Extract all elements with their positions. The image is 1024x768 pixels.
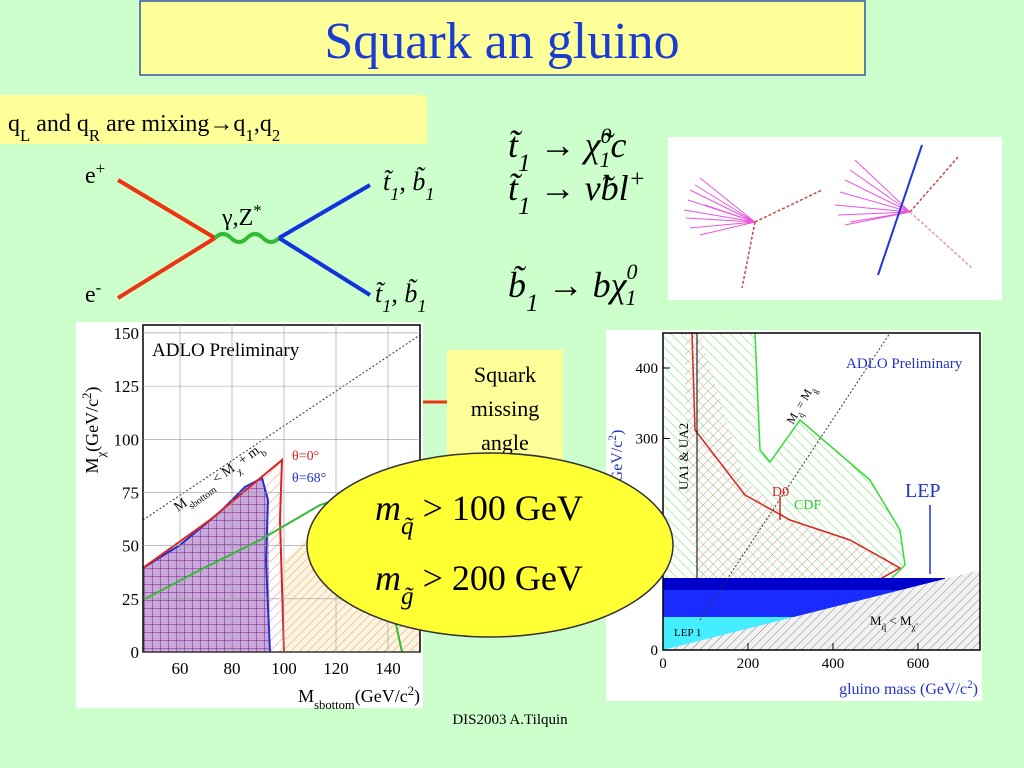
text-part: q	[8, 111, 20, 137]
x-tick-label: 80	[224, 659, 241, 678]
title: Squark an gluino	[324, 13, 679, 70]
mixing-text: qL and qR are mixing→q1,q2	[8, 111, 280, 145]
x-tick-label: 120	[323, 659, 349, 678]
y-tick-label: 0	[131, 643, 140, 662]
callout-text: missing	[471, 396, 539, 421]
x-tick-label: 0	[659, 656, 667, 672]
x-tick-label: 100	[271, 659, 297, 678]
x-tick-label: 140	[375, 659, 401, 678]
y-tick-label: 400	[636, 361, 659, 377]
y-tick-label: 25	[122, 590, 139, 609]
x-axis-label: Msbottom(GeV/c2)	[298, 684, 420, 712]
text-part: 2	[272, 126, 280, 145]
text-part: 1	[245, 126, 253, 145]
region-label: UA1 & UA2	[676, 423, 691, 490]
region-label: Mq̃ < Mχ̃	[870, 613, 919, 632]
feynman-diagram: e+ e- γ,Z* t̃1, b̃1 t̃1, b̃1	[85, 159, 434, 317]
title-box	[139, 0, 866, 76]
region-label: LEP 1	[674, 627, 701, 639]
x-tick-label: 60	[172, 659, 189, 678]
region-label: CDF	[794, 498, 821, 513]
decay-formula: b̃1 → bχ0 1	[508, 259, 637, 317]
right-plot: ADLO Preliminary UA1 & UA2 D0 CDF LEP LE…	[606, 330, 982, 701]
particle-label: t̃1, b̃1	[383, 167, 434, 204]
decay-formula: t̃1 → χ̃0 1c	[508, 123, 626, 177]
text-part: are mixing→q	[100, 111, 245, 137]
plot-title: ADLO Preliminary	[846, 356, 963, 372]
region-label: D0	[772, 485, 789, 500]
mixing-box	[0, 95, 427, 144]
particle-label: γ,Z*	[221, 201, 262, 232]
decay-formula: t̃1 → ν̃bl+	[508, 166, 646, 220]
particle-label: e+	[85, 159, 105, 190]
y-tick-label: 125	[114, 377, 140, 396]
plot-title: ADLO Preliminary	[152, 340, 300, 361]
y-tick-label: 300	[636, 432, 659, 448]
legend-entry: θ=68°	[292, 471, 326, 486]
callout-text: Squark	[474, 362, 536, 387]
legend-entry: θ=0°	[292, 449, 319, 464]
limits-ellipse	[306, 452, 674, 638]
limit-text: mq̃ > 100 GeV	[375, 488, 583, 540]
x-tick-label: 400	[822, 656, 845, 672]
y-tick-label: 75	[122, 483, 139, 502]
x-tick-label: 200	[737, 656, 760, 672]
text-part: and q	[30, 111, 89, 137]
y-tick-label: 50	[122, 537, 139, 556]
y-tick-label: 100	[114, 430, 140, 449]
event-display	[668, 137, 1002, 300]
text-part: L	[20, 126, 30, 145]
x-tick-label: 600	[907, 656, 930, 672]
particle-label: t̃1, b̃1	[375, 279, 426, 316]
y-tick-label: 0	[651, 643, 659, 659]
callout-box	[447, 350, 563, 461]
text-part: ,q	[254, 111, 272, 137]
region-label: LEP	[905, 480, 941, 502]
x-axis-label: gluino mass (GeV/c2)	[839, 679, 978, 698]
limit-text: mg̃ > 200 GeV	[375, 558, 583, 610]
footer: DIS2003 A.Tilquin	[452, 712, 568, 728]
text-part: R	[89, 126, 101, 145]
y-tick-label: 150	[114, 324, 140, 343]
y-axis-label: Mχ(GeV/c2)	[80, 387, 108, 474]
callout-text: angle	[481, 430, 529, 455]
decays: t̃1 → χ̃0 1c t̃1 → ν̃bl+ b̃1 → bχ0 1	[508, 123, 646, 317]
particle-label: e-	[85, 278, 101, 309]
